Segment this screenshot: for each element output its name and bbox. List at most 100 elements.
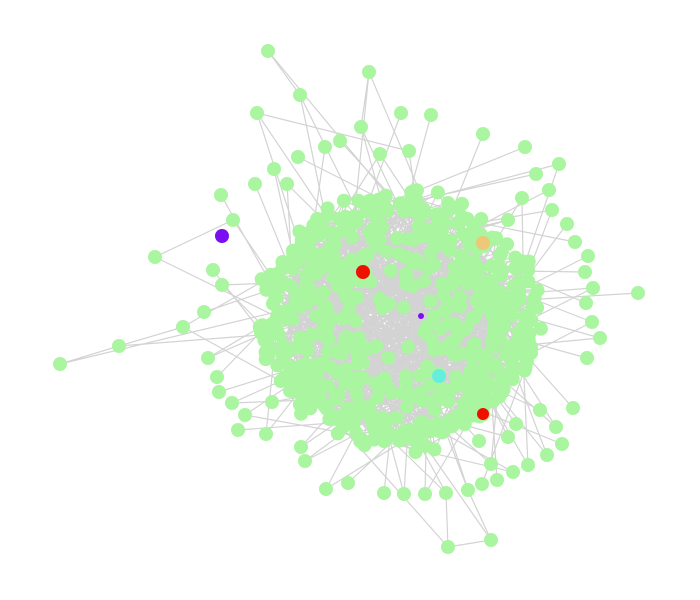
graph-node xyxy=(462,238,477,253)
graph-node xyxy=(416,274,431,289)
graph-node xyxy=(330,272,345,287)
graph-node xyxy=(542,183,556,197)
graph-node xyxy=(321,332,336,347)
graph-node xyxy=(294,440,308,454)
graph-node xyxy=(521,458,535,472)
graph-edge xyxy=(467,489,492,541)
graph-node xyxy=(148,250,162,264)
graph-node xyxy=(319,482,333,496)
graph-node xyxy=(400,399,415,414)
graph-node xyxy=(298,454,312,468)
graph-node xyxy=(427,309,442,324)
graph-node xyxy=(533,403,547,417)
graph-node xyxy=(53,357,67,371)
graph-node xyxy=(389,410,404,425)
graph-node xyxy=(370,238,385,253)
graph-node xyxy=(377,486,391,500)
graph-node xyxy=(503,339,518,354)
graph-node xyxy=(463,369,478,384)
graph-node xyxy=(354,120,368,134)
graph-node xyxy=(307,377,322,392)
graph-node xyxy=(282,383,297,398)
graph-node-cyan xyxy=(432,369,446,383)
graph-node xyxy=(201,351,215,365)
graph-node xyxy=(478,397,493,412)
graph-edge xyxy=(297,156,382,200)
graph-node xyxy=(367,412,382,427)
graph-node xyxy=(197,305,211,319)
graph-node xyxy=(112,339,126,353)
graph-node xyxy=(482,279,497,294)
graph-node xyxy=(631,286,645,300)
graph-edge xyxy=(221,284,263,326)
graph-node xyxy=(495,371,510,386)
graph-node xyxy=(578,265,592,279)
graph-edge xyxy=(267,50,301,96)
graph-node xyxy=(580,351,594,365)
graph-node xyxy=(449,200,464,215)
graph-node xyxy=(351,352,366,367)
graph-node xyxy=(373,147,387,161)
graph-node xyxy=(334,346,349,361)
graph-node xyxy=(501,213,515,227)
graph-node xyxy=(428,233,443,248)
graph-node xyxy=(492,285,507,300)
graph-node xyxy=(442,336,457,351)
graph-node xyxy=(250,106,264,120)
graph-node xyxy=(555,437,569,451)
graph-node xyxy=(273,273,288,288)
graph-node xyxy=(579,296,593,310)
graph-node xyxy=(341,476,355,490)
graph-node xyxy=(418,487,432,501)
graph-node xyxy=(593,331,607,345)
graph-node xyxy=(493,248,508,263)
graph-node-red xyxy=(356,265,370,279)
graph-node xyxy=(423,294,438,309)
graph-node xyxy=(442,296,457,311)
graph-node xyxy=(327,237,342,252)
graph-node xyxy=(441,394,456,409)
graph-node xyxy=(468,344,483,359)
graph-node xyxy=(515,191,529,205)
graph-nodes xyxy=(53,44,645,554)
graph-node xyxy=(560,217,574,231)
graph-node xyxy=(490,473,504,487)
graph-node xyxy=(481,295,496,310)
graph-node xyxy=(489,231,504,246)
graph-node xyxy=(212,385,226,399)
graph-node xyxy=(384,385,399,400)
graph-edge xyxy=(424,445,492,541)
graph-node xyxy=(456,396,471,411)
graph-node xyxy=(552,157,566,171)
graph-node xyxy=(331,211,346,226)
graph-node xyxy=(441,540,455,554)
graph-node xyxy=(370,390,385,405)
graph-node xyxy=(460,212,475,227)
graph-edge xyxy=(154,219,234,258)
graph-node xyxy=(369,205,384,220)
graph-node xyxy=(475,477,489,491)
graph-node xyxy=(265,395,279,409)
graph-node xyxy=(286,243,301,258)
graph-node xyxy=(206,263,220,277)
graph-node xyxy=(585,315,599,329)
graph-node xyxy=(478,357,493,372)
graph-node xyxy=(311,258,326,273)
graph-node xyxy=(530,300,545,315)
graph-node xyxy=(362,193,377,208)
graph-node xyxy=(267,162,281,176)
graph-node xyxy=(501,430,515,444)
graph-node xyxy=(338,258,353,273)
graph-node xyxy=(549,420,563,434)
graph-node xyxy=(586,281,600,295)
graph-node xyxy=(423,247,438,262)
graph-node xyxy=(299,295,314,310)
graph-node xyxy=(446,270,461,285)
graph-node xyxy=(566,401,580,415)
graph-node xyxy=(492,389,507,404)
graph-node xyxy=(519,354,534,369)
graph-node xyxy=(316,285,331,300)
graph-node xyxy=(413,437,428,452)
graph-node-purple xyxy=(215,229,229,243)
